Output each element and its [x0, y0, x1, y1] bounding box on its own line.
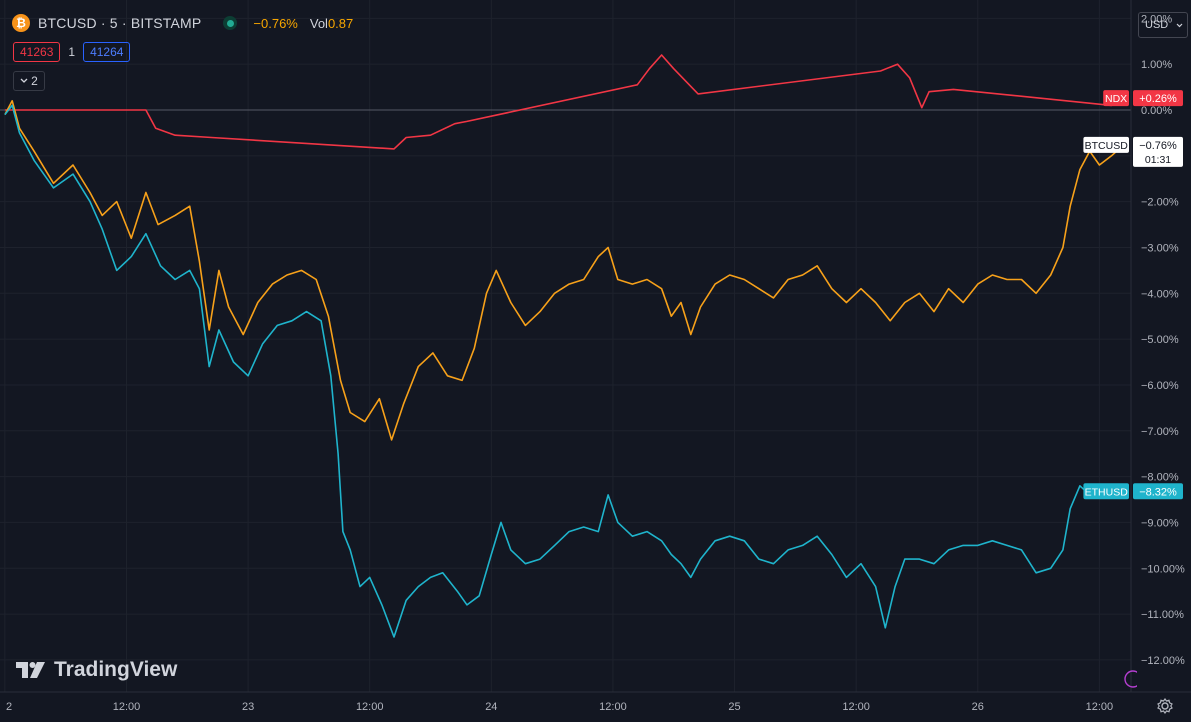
y-tick-label: −6.00%: [1141, 380, 1179, 392]
currency-select[interactable]: USD: [1138, 12, 1188, 38]
y-tick-label: −7.00%: [1141, 426, 1179, 438]
volume-value: 0.87: [327, 15, 354, 31]
volume-label: Vol: [309, 15, 328, 31]
y-tick-label: −5.00%: [1141, 334, 1179, 346]
buy-button[interactable]: 41264: [83, 42, 131, 62]
x-tick-label: 25: [728, 701, 740, 713]
change-percent: −0.76%: [253, 15, 298, 31]
y-tick-label: −8.00%: [1141, 472, 1179, 484]
x-tick-label: 12:00: [113, 701, 141, 713]
series-line-ethusd[interactable]: [4, 104, 1124, 638]
indicators-count: 2: [31, 74, 38, 88]
y-tick-label: −4.00%: [1141, 288, 1179, 300]
y-tick-label: −3.00%: [1141, 242, 1179, 254]
y-tick-label: 0.00%: [1141, 105, 1172, 117]
sell-button[interactable]: 41263: [13, 42, 61, 62]
x-tick-label: 12:00: [356, 701, 384, 713]
chevron-down-icon: [1176, 23, 1183, 27]
y-tick-label: −2.00%: [1141, 197, 1179, 209]
x-tick-label: 23: [242, 701, 254, 713]
y-tick-label: −12.00%: [1141, 655, 1185, 667]
y-tick-label: 2.00%: [1141, 13, 1172, 25]
tradingview-logo-text: TradingView: [54, 658, 178, 681]
x-tick-label: 12:00: [1086, 701, 1114, 713]
series-value-tag: −0.76%: [1139, 140, 1177, 152]
tradingview-logo: TradingView: [16, 658, 177, 682]
series-line-btcusd[interactable]: [4, 100, 1125, 441]
x-tick-label: 12:00: [842, 701, 870, 713]
indicator-badge-icon[interactable]: [1123, 669, 1137, 689]
y-tick-label: 1.00%: [1141, 59, 1172, 71]
series-value-tag-bg: [1133, 483, 1183, 500]
series-value-tag-bg: [1133, 136, 1183, 167]
y-tick-label: −9.00%: [1141, 517, 1179, 529]
bitcoin-icon: ₿: [12, 14, 30, 32]
price-axis[interactable]: 2.00%1.00%0.00%−1.00%−2.00%−3.00%−4.00%−…: [1141, 13, 1185, 667]
x-tick-label: 26: [972, 701, 984, 713]
symbol-legend[interactable]: ₿ BTCUSD · 5 · BITSTAMP −0.76% Vol 0.87: [12, 14, 353, 32]
symbol-title[interactable]: BTCUSD · 5 · BITSTAMP: [38, 15, 202, 31]
tradingview-logo-icon: [16, 662, 45, 678]
settings-gear-icon[interactable]: [1156, 697, 1174, 715]
x-tick-label: 12:00: [599, 701, 627, 713]
x-tick-label: 24: [485, 701, 497, 713]
series-name-tag-bg: [1103, 90, 1129, 107]
time-axis[interactable]: 2 12:00 23 12:00 24 12:00 25 12:00 26 12:00: [6, 701, 1113, 713]
y-tick-label: −10.00%: [1141, 563, 1185, 575]
bar-countdown: 01:31: [1145, 154, 1171, 166]
series-name-tag: BTCUSD: [1085, 140, 1129, 152]
x-tick-label: 2: [6, 701, 12, 713]
series-name-tag-bg: [1083, 483, 1129, 500]
series-name-tag-bg: [1083, 136, 1129, 153]
currency-value: USD: [1145, 19, 1169, 31]
market-status-icon[interactable]: [223, 16, 238, 30]
quantity-value[interactable]: 1: [68, 45, 76, 59]
series-value-tag-bg: [1133, 90, 1183, 107]
series-value-tag: −8.32%: [1139, 486, 1177, 498]
indicators-toggle-button[interactable]: 2: [13, 71, 45, 91]
last-value-tags: NDX +0.26% BTCUSD −0.76% 01:31 ETHUSD −8.32%: [1083, 90, 1183, 500]
series-value-tag: +0.26%: [1139, 93, 1177, 105]
series-name-tag: ETHUSD: [1085, 486, 1129, 498]
series-line-ndx[interactable]: [4, 54, 1129, 150]
chevron-down-icon: [20, 78, 28, 83]
series-layer: [4, 54, 1129, 638]
y-tick-label: −11.00%: [1141, 609, 1184, 621]
order-panel: 41263 1 41264: [13, 42, 131, 62]
series-name-tag: NDX: [1105, 93, 1127, 105]
